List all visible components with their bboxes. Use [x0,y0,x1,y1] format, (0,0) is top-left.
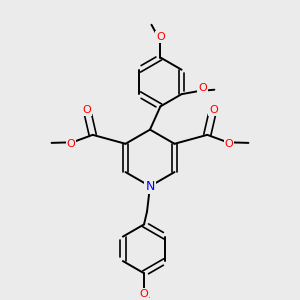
Text: N: N [145,180,155,193]
Text: O: O [82,105,91,115]
Text: O: O [198,83,207,93]
Text: O: O [140,289,148,299]
Text: O: O [225,139,233,149]
Text: O: O [156,32,165,42]
Text: O: O [67,139,75,149]
Text: O: O [209,105,218,115]
